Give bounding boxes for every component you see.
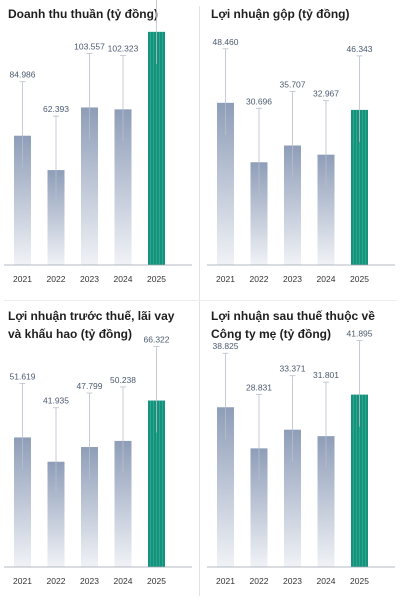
bar-2025 [351, 109, 368, 265]
x-tick-label: 2024 [114, 274, 133, 284]
bar-2021 [14, 437, 31, 567]
x-tick-label: 2021 [216, 576, 235, 586]
bar-2023 [284, 145, 301, 265]
x-tick-label: 2024 [317, 576, 336, 586]
x-tick-label: 2022 [250, 576, 269, 586]
x-tick-label: 2023 [283, 274, 302, 284]
x-tick-label: 2023 [80, 576, 99, 586]
value-label: 31.801 [313, 370, 339, 380]
chart-title-line: Lợi nhuận sau thuế thuộc về [211, 309, 375, 323]
bar-2022 [47, 170, 65, 265]
value-label: 33.371 [280, 364, 306, 374]
value-label: 46.343 [347, 44, 373, 54]
value-label: 28.831 [246, 382, 272, 392]
value-label: 66.322 [144, 335, 170, 345]
bar-2022 [250, 162, 268, 265]
value-label: 41.935 [43, 396, 69, 406]
x-tick-label: 2024 [317, 274, 336, 284]
chart-title-line: Công ty mẹ (tỷ đồng) [211, 327, 331, 341]
bar-2025 [351, 394, 368, 567]
value-label: 32.967 [313, 89, 339, 99]
bar-2021 [217, 102, 234, 266]
bar-2025 [148, 400, 165, 567]
x-tick-label: 2025 [350, 576, 369, 586]
bar-2024 [317, 436, 335, 567]
x-tick-label: 2022 [47, 576, 66, 586]
x-tick-label: 2021 [13, 576, 32, 586]
chart-title-line: Lợi nhuận gộp (tỷ đồng) [211, 7, 350, 21]
chart-title-line: Lợi nhuận trước thuế, lãi vay [8, 309, 175, 323]
chart-panel-gross-profit: Lợi nhuận gộp (tỷ đồng) 48.460 2021 30.696 2… [203, 0, 399, 294]
bar-2021 [217, 407, 234, 567]
x-tick-label: 2023 [283, 576, 302, 586]
chart-panel-ebitda: Lợi nhuận trước thuế, lãi vay và khấu hao… [0, 302, 196, 596]
bar-2022 [250, 448, 268, 567]
bar-2023 [284, 429, 301, 567]
bar-2022 [47, 461, 65, 567]
value-label: 51.619 [10, 371, 36, 381]
bar-2024 [114, 109, 132, 266]
bar-2025 [148, 31, 165, 265]
value-label: 62.393 [43, 104, 69, 114]
value-label: 84.986 [10, 70, 36, 80]
value-label: 50.238 [110, 375, 136, 385]
bar-2024 [114, 440, 132, 567]
horizontal-divider [4, 300, 397, 301]
value-label: 35.707 [280, 80, 306, 90]
x-tick-label: 2023 [80, 274, 99, 284]
x-tick-label: 2025 [350, 274, 369, 284]
x-tick-label: 2024 [114, 576, 133, 586]
value-label: 30.696 [246, 96, 272, 106]
value-label: 48.460 [213, 37, 239, 47]
value-label: 47.799 [77, 381, 103, 391]
bar-2023 [81, 107, 98, 265]
x-tick-label: 2025 [147, 576, 166, 586]
chart-panel-net-profit-parent: Lợi nhuận sau thuế thuộc về Công ty mẹ (t… [203, 302, 399, 596]
x-tick-label: 2021 [13, 274, 32, 284]
bar-2024 [317, 154, 335, 265]
chart-gross-profit: Lợi nhuận gộp (tỷ đồng) 48.460 2021 30.696 2… [207, 7, 395, 284]
chart-net-revenue: Doanh thu thuần (tỷ đồng) 84.986 2021 62.39… [4, 0, 192, 284]
value-label: 103.557 [74, 41, 105, 51]
chart-title-line: Doanh thu thuần (tỷ đồng) [8, 7, 158, 21]
value-label: 38.825 [213, 341, 239, 351]
value-label: 41.895 [347, 329, 373, 339]
x-tick-label: 2021 [216, 274, 235, 284]
chart-title-line: và khấu hao (tỷ đồng) [8, 327, 132, 341]
bar-2023 [81, 447, 98, 567]
vertical-divider [199, 6, 200, 596]
chart-panel-net-revenue: Doanh thu thuần (tỷ đồng) 84.986 2021 62.39… [0, 0, 196, 294]
value-label: 102.323 [108, 43, 139, 53]
x-tick-label: 2022 [250, 274, 269, 284]
chart-ebitda: Lợi nhuận trước thuế, lãi vay và khấu hao… [4, 309, 192, 586]
x-tick-label: 2025 [147, 274, 166, 284]
bar-2021 [14, 135, 31, 265]
x-tick-label: 2022 [47, 274, 66, 284]
chart-net-profit-parent: Lợi nhuận sau thuế thuộc về Công ty mẹ (t… [207, 309, 395, 586]
